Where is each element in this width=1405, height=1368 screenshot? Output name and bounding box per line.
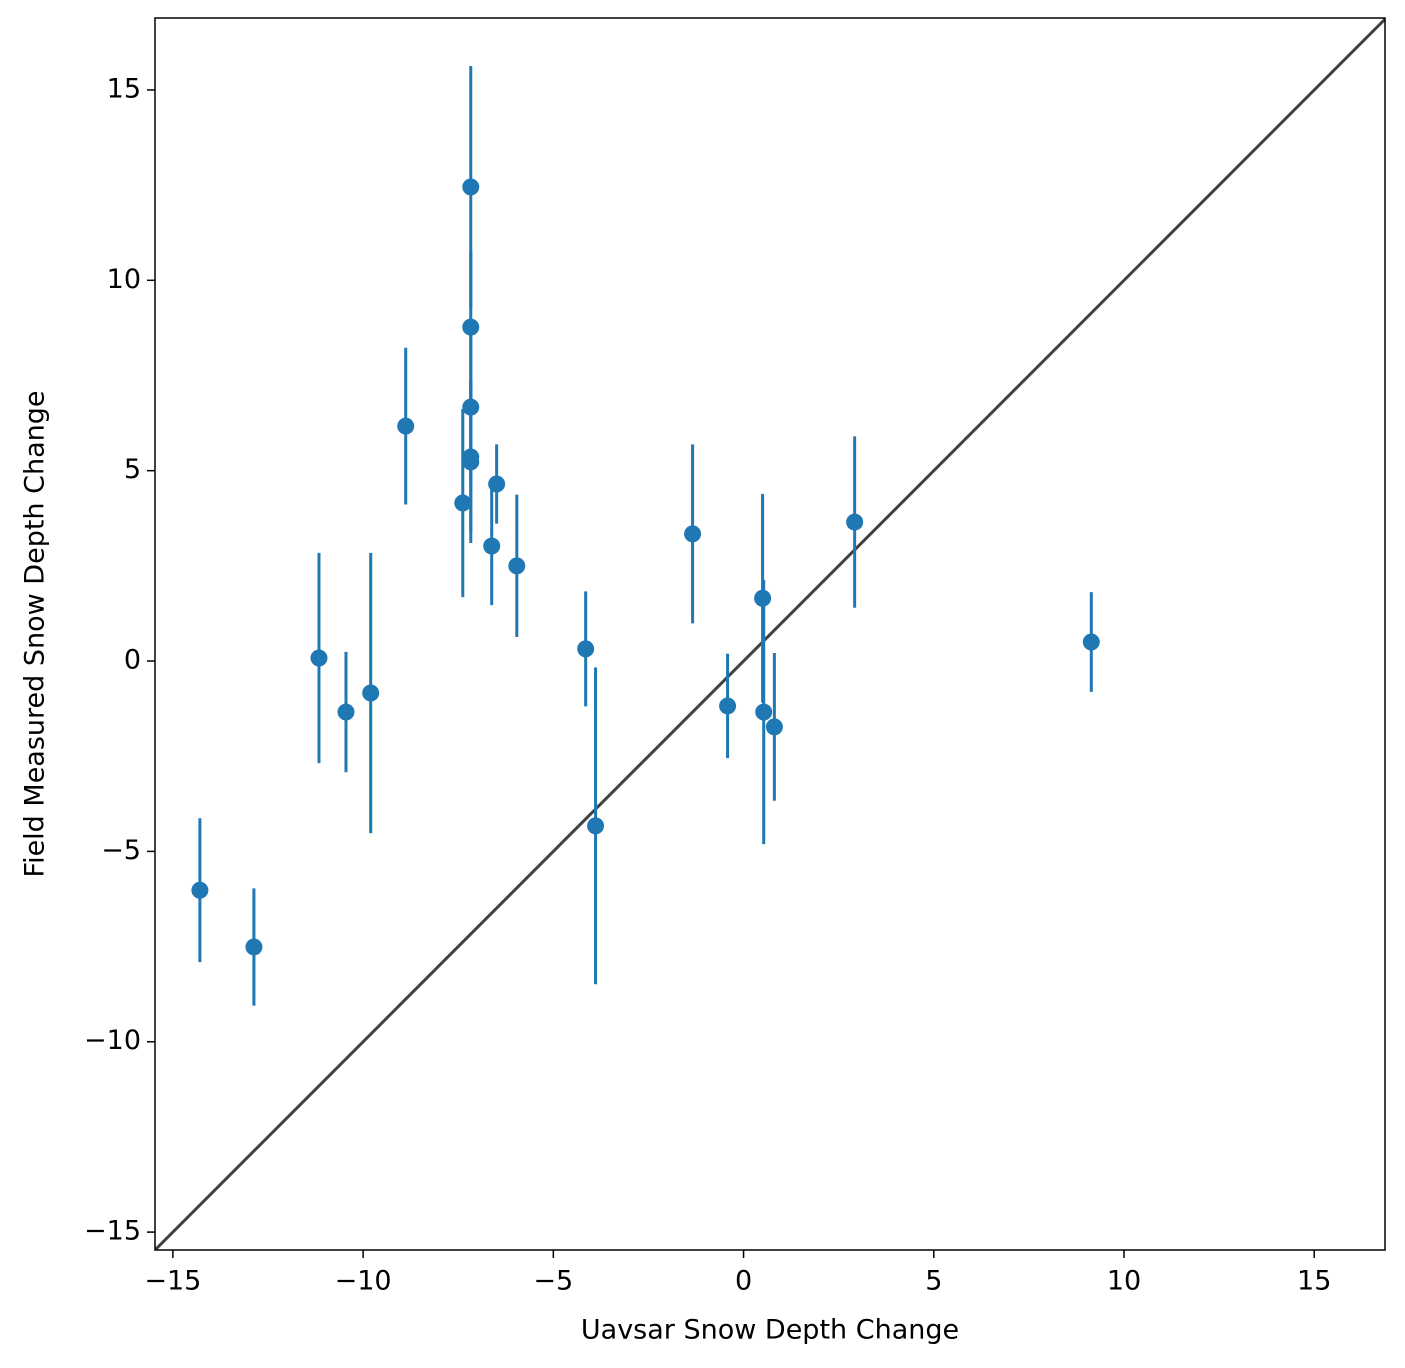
- x-tick-label: −15: [144, 1266, 201, 1297]
- data-point: [587, 817, 605, 835]
- data-point: [454, 494, 472, 512]
- data-point: [483, 537, 501, 555]
- data-point: [684, 525, 702, 543]
- y-tick-label: 0: [124, 645, 141, 676]
- data-point: [719, 697, 737, 715]
- x-tick-label: 10: [1107, 1266, 1141, 1297]
- y-tick-label: −10: [84, 1025, 141, 1056]
- data-point: [1082, 633, 1100, 651]
- x-tick-label: 5: [925, 1266, 942, 1297]
- data-point: [462, 178, 480, 196]
- y-tick-label: 10: [107, 264, 141, 295]
- x-tick-label: 0: [735, 1266, 752, 1297]
- data-point: [846, 513, 864, 531]
- x-tick-label: −5: [533, 1266, 573, 1297]
- data-point: [488, 475, 506, 493]
- y-tick-label: 5: [124, 454, 141, 485]
- data-point: [508, 557, 526, 575]
- y-tick-label: −5: [101, 835, 141, 866]
- plot-frame: [154, 17, 1386, 1251]
- x-tick-label: −10: [335, 1266, 392, 1297]
- data-point: [755, 703, 773, 721]
- data-point: [462, 398, 480, 416]
- data-point: [245, 938, 263, 956]
- data-point: [765, 718, 783, 736]
- y-axis-label: Field Measured Snow Depth Change: [20, 390, 51, 877]
- data-point: [462, 453, 480, 471]
- data-point: [577, 640, 595, 658]
- data-point: [362, 684, 380, 702]
- identity-line: [155, 18, 1385, 1250]
- y-tick-label: −15: [84, 1216, 141, 1247]
- data-point: [310, 649, 328, 667]
- data-point: [337, 703, 355, 721]
- data-point: [754, 589, 772, 607]
- y-tick-label: 15: [107, 73, 141, 104]
- x-axis-label: Uavsar Snow Depth Change: [581, 1315, 959, 1346]
- data-point: [397, 417, 415, 435]
- x-tick-label: 15: [1297, 1266, 1331, 1297]
- data-point: [462, 318, 480, 336]
- data-point: [191, 881, 209, 899]
